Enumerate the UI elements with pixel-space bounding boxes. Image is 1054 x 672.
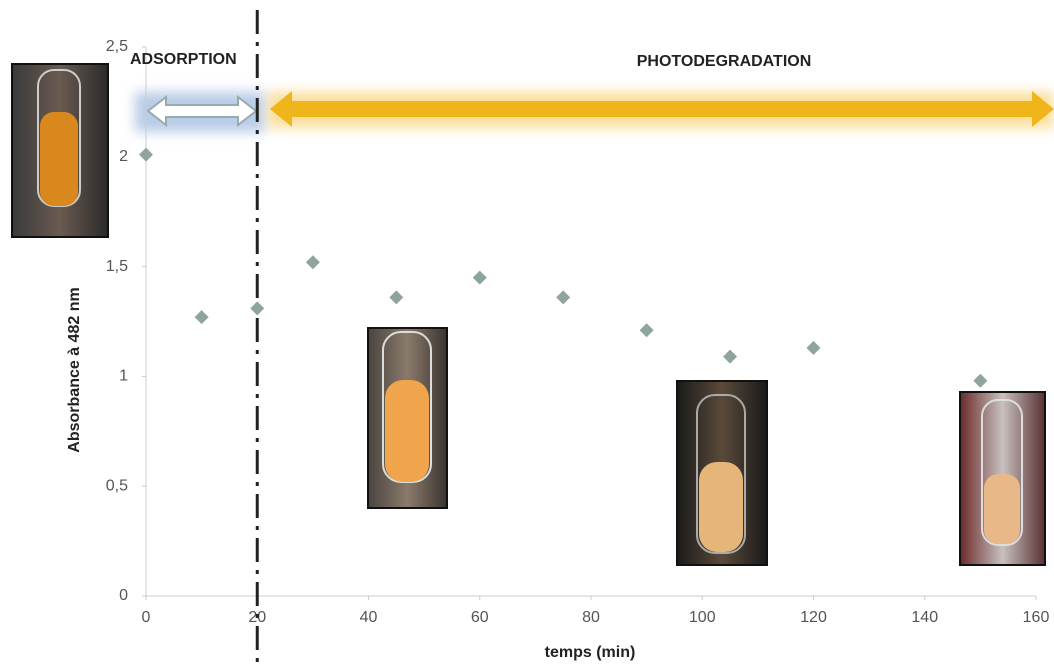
y-tick-label: 1 [119,368,128,385]
photo [959,391,1046,566]
data-point [139,147,153,162]
data-point [389,290,404,305]
x-tick-label: 0 [142,609,151,626]
x-tick-label: 120 [800,609,827,626]
x-tick-label: 80 [582,609,600,626]
y-tick-label: 0 [119,587,128,604]
data-point [305,255,320,270]
x-tick-label: 60 [471,609,489,626]
x-tick-label: 100 [689,609,716,626]
photodegradation-arrow [270,91,1054,127]
data-point [556,290,571,305]
x-tick-label: 140 [911,609,938,626]
y-axis-title: Absorbance à 482 nm [66,287,83,452]
data-point [723,349,738,364]
data-point [639,323,654,338]
annotation: PHOTODEGRADATION [637,53,812,70]
y-tick-label: 1,5 [106,258,128,275]
photo [11,63,109,238]
x-tick-label: 160 [1023,609,1050,626]
data-point [973,373,988,388]
x-tick-label: 40 [360,609,378,626]
data-point [806,340,821,355]
data-point [472,270,487,285]
photo [367,327,448,509]
y-tick-label: 0,5 [106,477,128,494]
y-tick-label: 2,5 [106,38,128,55]
x-axis-title: temps (min) [545,644,636,661]
data-point [250,301,265,316]
annotation: ADSORPTION [130,51,237,68]
photo [676,380,768,566]
y-tick-label: 2 [119,148,128,165]
data-point [194,310,209,325]
